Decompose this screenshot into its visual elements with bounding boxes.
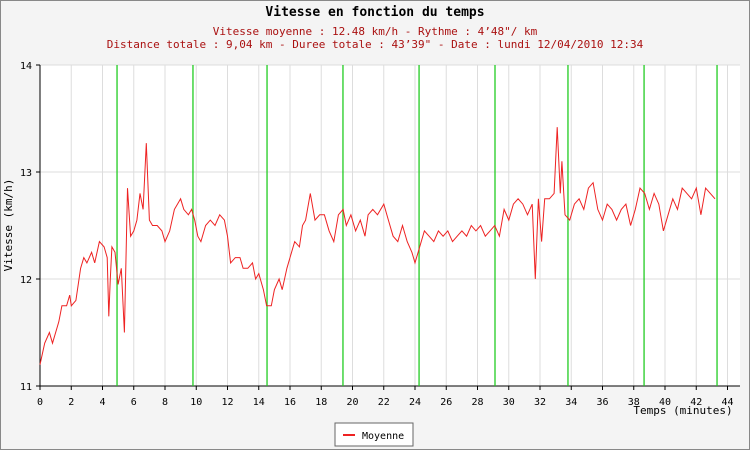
- x-tick-label: 8: [162, 397, 168, 408]
- x-tick-label: 28: [471, 397, 483, 408]
- x-tick-label: 22: [378, 397, 390, 408]
- y-tick-label: 13: [20, 168, 32, 179]
- data-line: [39, 127, 716, 365]
- x-tick-label: 12: [221, 397, 233, 408]
- x-tick-label: 32: [534, 397, 546, 408]
- x-tick-label: 30: [503, 397, 515, 408]
- x-tick-label: 26: [440, 397, 452, 408]
- x-tick-label: 42: [690, 397, 702, 408]
- x-tick-label: 34: [565, 397, 577, 408]
- x-tick-label: 6: [131, 397, 137, 408]
- x-tick-label: 24: [409, 397, 421, 408]
- x-tick-label: 14: [253, 397, 265, 408]
- subtitle: Distance totale : 9,04 km - Duree totale…: [107, 38, 644, 51]
- x-tick-label: 44: [721, 397, 733, 408]
- x-axis-label: Temps (minutes): [633, 404, 732, 417]
- x-tick-label: 16: [284, 397, 296, 408]
- y-axis-label: Vitesse (km/h): [2, 179, 15, 272]
- legend-items: Moyenne: [343, 431, 404, 442]
- subtitle: Vitesse moyenne : 12.48 km/h - Rythme : …: [213, 25, 538, 38]
- x-tick-label: 2: [68, 397, 74, 408]
- x-tick-label: 36: [596, 397, 608, 408]
- x-tick-label: 40: [659, 397, 671, 408]
- x-tick-label: 0: [37, 397, 43, 408]
- plot: [39, 65, 718, 386]
- chart-title: Vitesse en fonction du temps: [265, 5, 484, 20]
- y-tick-label: 11: [20, 382, 32, 393]
- y-tick-label: 14: [20, 61, 32, 72]
- x-tick-label: 4: [99, 397, 105, 408]
- x-tick-label: 38: [628, 397, 640, 408]
- legend-label: Moyenne: [362, 431, 404, 442]
- legend: [334, 422, 414, 447]
- y-tick-label: 12: [20, 275, 32, 286]
- x-tick-label: 18: [315, 397, 327, 408]
- x-tick-label: 20: [346, 397, 358, 408]
- x-tick-label: 10: [190, 397, 202, 408]
- grid: 0 2 4 6 8 10 12 14 16 18 20 22 24 26 28 30 32 34 36 38 40 42 4…: [20, 61, 740, 408]
